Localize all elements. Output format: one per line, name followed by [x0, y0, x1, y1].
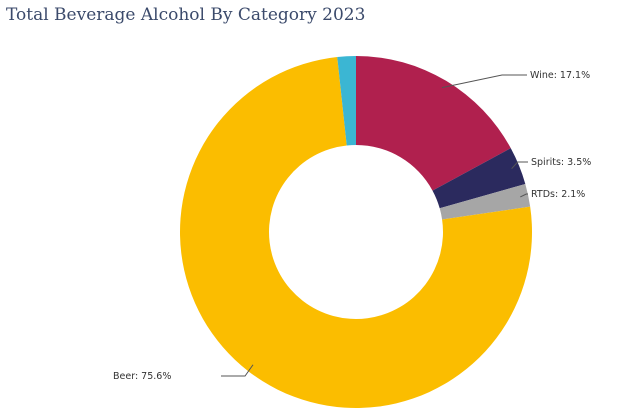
leader-line-spirits [511, 161, 528, 170]
slice-rtds [439, 183, 531, 220]
leader-line-beer [221, 364, 254, 377]
slice-wine [356, 56, 511, 191]
leader-line-wine [441, 74, 527, 89]
data-label-wine: Wine: 17.1% [530, 70, 590, 81]
leader-line-rtds [520, 193, 528, 198]
data-label-rtds: RTDs: 2.1% [531, 189, 585, 200]
slice-spirits [432, 148, 526, 209]
slice-other [337, 56, 356, 146]
slice-beer [180, 57, 532, 409]
data-label-spirits: Spirits: 3.5% [531, 157, 591, 168]
chart-title: Total Beverage Alcohol By Category 2023 [6, 5, 366, 25]
data-label-beer: Beer: 75.6% [113, 371, 171, 382]
